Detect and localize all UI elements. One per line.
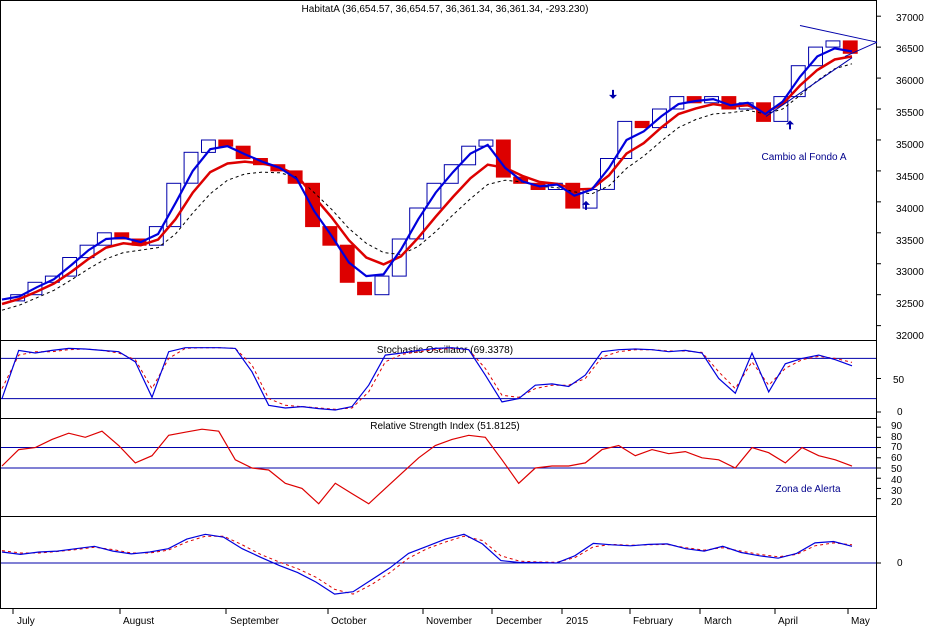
macd-y-tick-label: 0 <box>897 558 903 569</box>
y-tick-label: 32500 <box>896 299 924 310</box>
y-tick-label: 35500 <box>896 108 924 119</box>
stochastic-panel-title: Stochastic Oscillator (69.3378) <box>377 345 513 356</box>
oscillator-line <box>1 533 853 595</box>
trend-line <box>844 41 878 57</box>
y-tick-label: 33500 <box>896 236 924 247</box>
y-tick-label: 20 <box>891 497 903 508</box>
moving-average-line <box>1 55 853 306</box>
price-bar-down <box>218 139 234 147</box>
chart-marks <box>1 15 881 614</box>
x-tick-label: February <box>633 616 673 626</box>
y-tick-label: 30 <box>891 486 903 497</box>
x-axis: July August September October November D… <box>17 616 870 627</box>
price-panel-title: HabitatA (36,654.57, 36,654.57, 36,361.3… <box>302 4 589 15</box>
x-tick-label: April <box>778 616 798 626</box>
y-tick-label: 70 <box>891 442 903 453</box>
y-tick-label: 36500 <box>896 44 924 55</box>
macd-panel-frame <box>0 516 877 609</box>
down-arrow-icon <box>609 89 617 99</box>
price-bar-up <box>825 40 841 48</box>
y-tick-label: 36000 <box>896 76 924 87</box>
y-tick-label: 60 <box>891 453 903 464</box>
y-tick-label: 50 <box>893 375 905 386</box>
price-bar-down <box>114 232 130 240</box>
stochastic-k-line <box>1 347 853 411</box>
y-tick-label: 34500 <box>896 172 924 183</box>
price-bar-up <box>374 275 390 296</box>
stochastic-y-axis: 50 0 <box>893 375 905 418</box>
up-arrow-icon <box>786 120 794 130</box>
y-tick-label: 32000 <box>896 331 924 342</box>
y-tick-label: 0 <box>897 407 903 418</box>
x-tick-label: March <box>704 616 732 626</box>
x-tick-label: August <box>123 616 154 626</box>
y-tick-label: 35000 <box>896 140 924 151</box>
x-tick-label: May <box>851 616 870 626</box>
rsi-line <box>1 428 853 505</box>
y-tick-label: 37000 <box>896 13 924 24</box>
x-tick-label: December <box>496 616 543 626</box>
y-tick-label: 90 <box>891 421 903 432</box>
price-y-axis: 37000 36500 36000 35500 35000 34500 3400… <box>896 13 924 342</box>
annotation-zona-alerta: Zona de Alerta <box>775 484 840 495</box>
y-tick-label: 34000 <box>896 204 924 215</box>
trend-line <box>765 57 853 117</box>
x-tick-label: November <box>426 616 473 626</box>
x-tick-label: October <box>331 616 367 626</box>
moving-average-line <box>1 47 853 301</box>
rsi-y-axis: 90 80 70 60 50 40 30 20 <box>891 421 903 508</box>
rsi-panel-title: Relative Strength Index (51.8125) <box>370 421 520 432</box>
y-tick-label: 50 <box>891 464 903 475</box>
x-tick-label: July <box>17 616 35 626</box>
annotation-cambio-fondo: Cambio al Fondo A <box>761 152 846 163</box>
x-tick-label: September <box>230 616 280 626</box>
up-arrow-icon <box>582 200 590 210</box>
price-bar-down <box>634 120 650 129</box>
stochastic-signal-line <box>1 347 853 410</box>
y-tick-label: 40 <box>891 475 903 486</box>
price-bar-down <box>357 281 373 296</box>
trend-line <box>799 24 878 43</box>
y-tick-label: 80 <box>891 432 903 443</box>
y-tick-label: 33000 <box>896 267 924 278</box>
price-bar-up <box>183 151 199 184</box>
x-tick-label: 2015 <box>566 616 589 626</box>
